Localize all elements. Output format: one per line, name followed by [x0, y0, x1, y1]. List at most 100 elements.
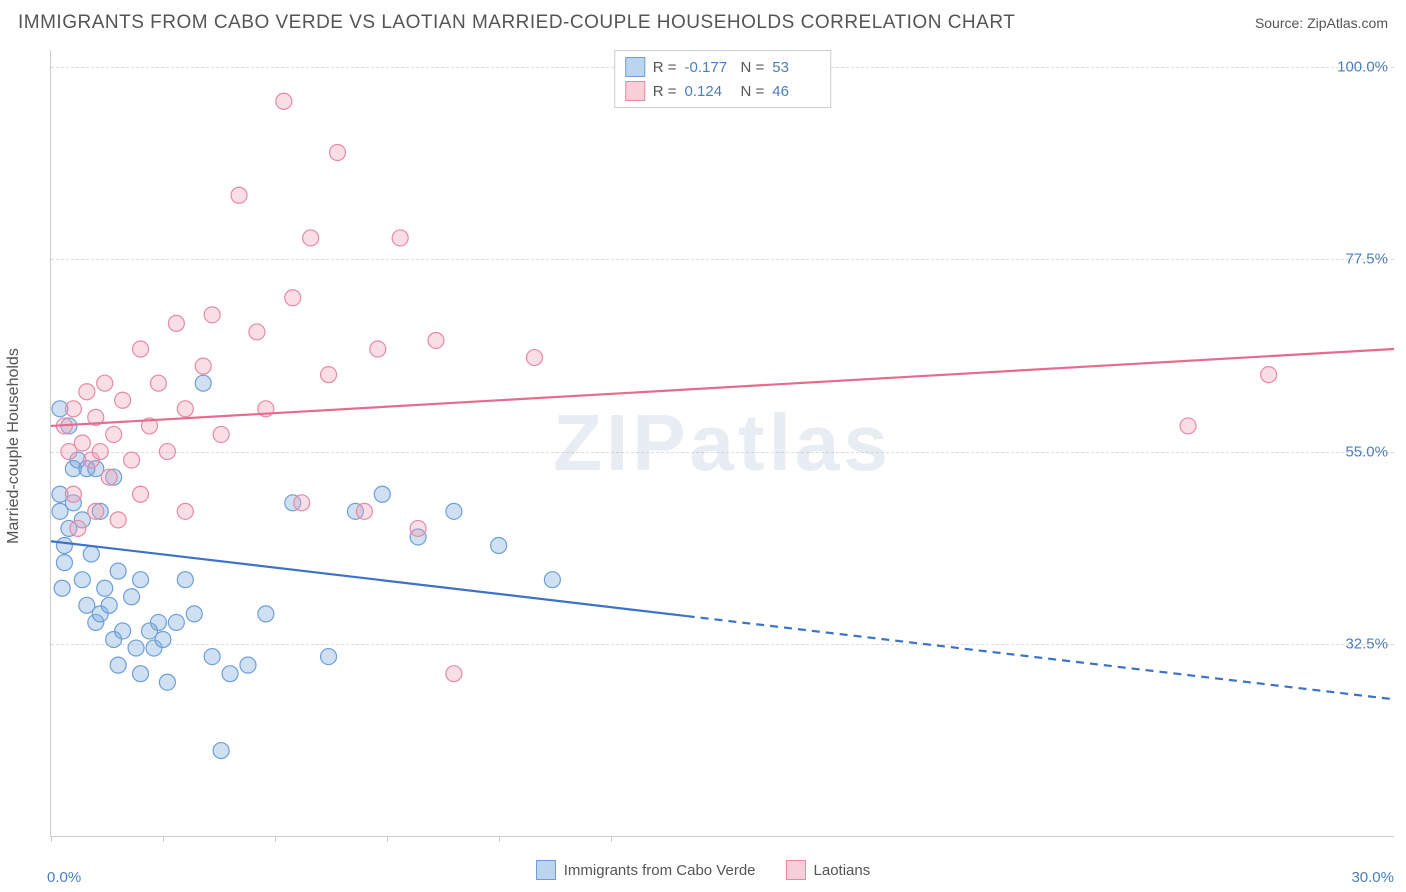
- n-label: N =: [741, 83, 765, 100]
- correlation-row-series-a: R = -0.177 N = 53: [625, 55, 821, 79]
- data-point: [195, 375, 211, 391]
- data-point: [1180, 418, 1196, 434]
- y-tick-label: 32.5%: [1345, 635, 1388, 652]
- data-point: [79, 384, 95, 400]
- data-point: [526, 350, 542, 366]
- data-point: [222, 666, 238, 682]
- data-point: [321, 367, 337, 383]
- x-tick: [499, 836, 500, 842]
- legend-label-series-a: Immigrants from Cabo Verde: [564, 862, 756, 879]
- data-point: [101, 469, 117, 485]
- data-point: [133, 572, 149, 588]
- y-tick-label: 77.5%: [1345, 251, 1388, 268]
- data-point: [177, 401, 193, 417]
- data-point: [321, 649, 337, 665]
- swatch-series-a: [536, 860, 556, 880]
- data-point: [204, 649, 220, 665]
- series-legend: Immigrants from Cabo Verde Laotians: [0, 860, 1406, 880]
- r-value-b: 0.124: [685, 83, 733, 100]
- data-point: [133, 666, 149, 682]
- swatch-series-b: [625, 81, 645, 101]
- data-point: [177, 503, 193, 519]
- data-point: [258, 606, 274, 622]
- data-point: [92, 444, 108, 460]
- data-point: [168, 315, 184, 331]
- source-attribution: Source: ZipAtlas.com: [1255, 15, 1388, 31]
- y-tick-label: 100.0%: [1337, 59, 1388, 76]
- data-point: [159, 444, 175, 460]
- data-point: [177, 572, 193, 588]
- data-point: [204, 307, 220, 323]
- data-point: [276, 93, 292, 109]
- data-point: [428, 332, 444, 348]
- data-point: [213, 426, 229, 442]
- chart-title: IMMIGRANTS FROM CABO VERDE VS LAOTIAN MA…: [18, 12, 1015, 34]
- data-point: [124, 589, 140, 605]
- x-tick: [611, 836, 612, 842]
- y-tick-label: 55.0%: [1345, 443, 1388, 460]
- legend-item-series-b: Laotians: [786, 860, 871, 880]
- trend-line-extrapolated: [687, 616, 1394, 699]
- x-tick: [51, 836, 52, 842]
- data-point: [101, 597, 117, 613]
- data-point: [65, 401, 81, 417]
- data-point: [110, 657, 126, 673]
- data-point: [195, 358, 211, 374]
- data-point: [168, 614, 184, 630]
- data-point: [150, 375, 166, 391]
- data-point: [231, 187, 247, 203]
- data-point: [97, 580, 113, 596]
- trend-line: [51, 349, 1394, 426]
- data-point: [249, 324, 265, 340]
- data-point: [88, 503, 104, 519]
- legend-label-series-b: Laotians: [814, 862, 871, 879]
- data-point: [128, 640, 144, 656]
- data-point: [446, 666, 462, 682]
- data-point: [133, 341, 149, 357]
- x-tick: [387, 836, 388, 842]
- data-point: [186, 606, 202, 622]
- data-point: [106, 426, 122, 442]
- r-label: R =: [653, 83, 677, 100]
- data-point: [133, 486, 149, 502]
- n-label: N =: [741, 59, 765, 76]
- data-point: [330, 145, 346, 161]
- data-point: [213, 743, 229, 759]
- data-point: [74, 572, 90, 588]
- data-point: [240, 657, 256, 673]
- r-value-a: -0.177: [685, 59, 733, 76]
- data-point: [124, 452, 140, 468]
- data-point: [65, 486, 81, 502]
- x-tick: [275, 836, 276, 842]
- n-value-a: 53: [772, 59, 820, 76]
- data-point: [410, 520, 426, 536]
- data-point: [74, 435, 90, 451]
- data-point: [374, 486, 390, 502]
- data-point: [544, 572, 560, 588]
- data-point: [110, 563, 126, 579]
- data-point: [285, 290, 301, 306]
- data-point: [83, 546, 99, 562]
- data-point: [110, 512, 126, 528]
- r-label: R =: [653, 59, 677, 76]
- data-point: [446, 503, 462, 519]
- scatter-plot: [51, 50, 1394, 836]
- swatch-series-a: [625, 57, 645, 77]
- data-point: [303, 230, 319, 246]
- data-point: [392, 230, 408, 246]
- legend-item-series-a: Immigrants from Cabo Verde: [536, 860, 756, 880]
- data-point: [294, 495, 310, 511]
- data-point: [370, 341, 386, 357]
- data-point: [70, 520, 86, 536]
- correlation-legend: R = -0.177 N = 53 R = 0.124 N = 46: [614, 50, 832, 108]
- n-value-b: 46: [772, 83, 820, 100]
- data-point: [150, 614, 166, 630]
- y-axis-label: Married-couple Households: [5, 348, 23, 544]
- data-point: [491, 538, 507, 554]
- data-point: [115, 623, 131, 639]
- data-point: [97, 375, 113, 391]
- correlation-row-series-b: R = 0.124 N = 46: [625, 79, 821, 103]
- swatch-series-b: [786, 860, 806, 880]
- x-tick: [163, 836, 164, 842]
- chart-area: ZIPatlas R = -0.177 N = 53 R = 0.124 N =…: [50, 50, 1394, 837]
